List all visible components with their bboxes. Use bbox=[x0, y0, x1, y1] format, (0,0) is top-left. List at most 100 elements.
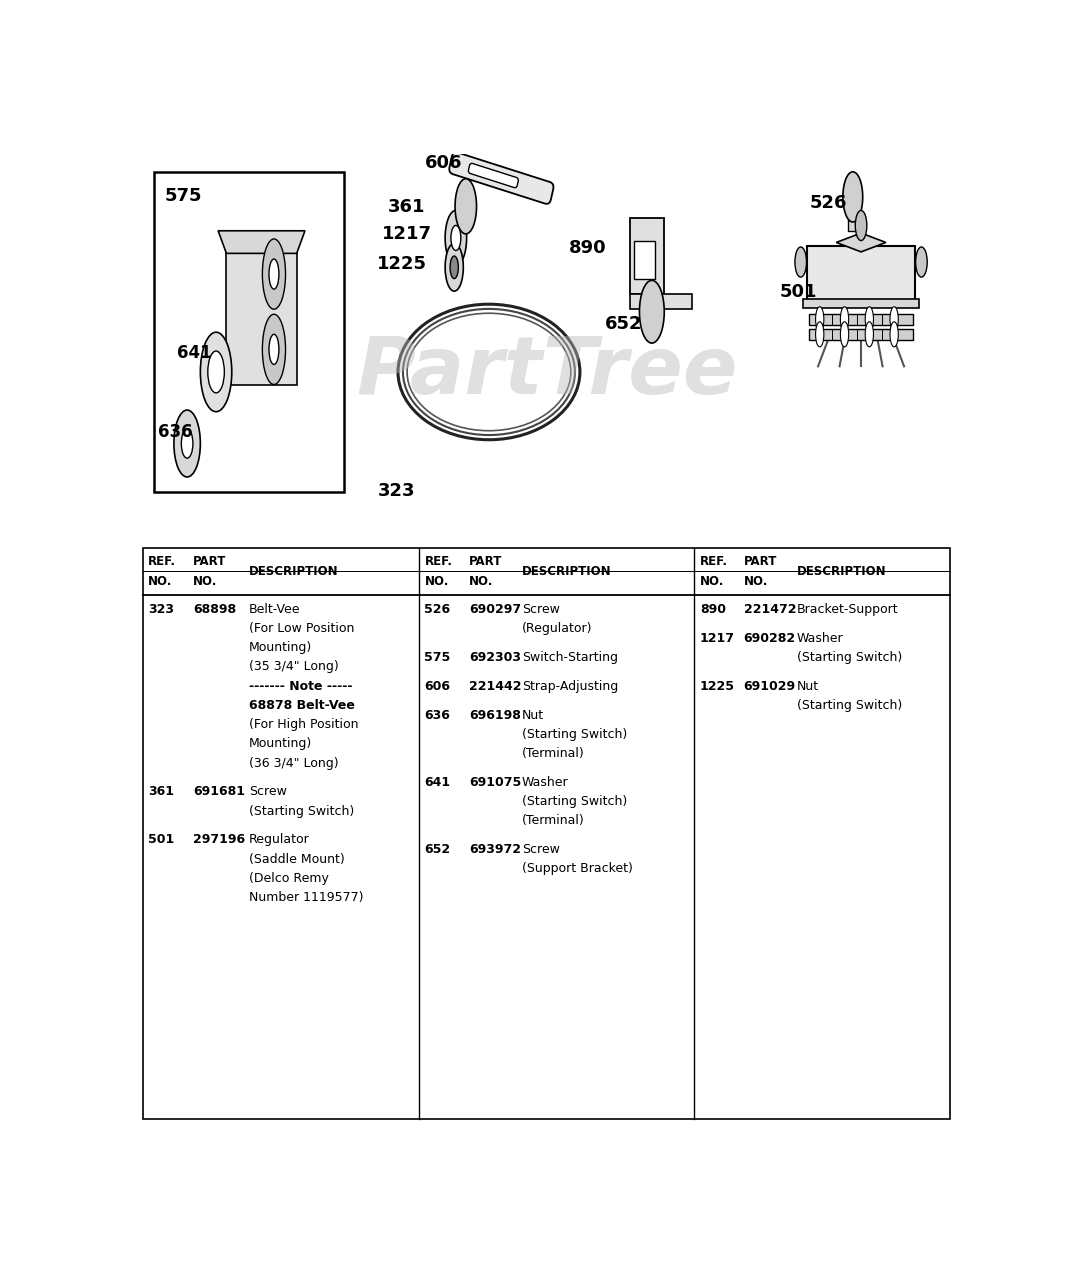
Ellipse shape bbox=[208, 351, 224, 393]
Text: 606: 606 bbox=[425, 680, 450, 692]
Ellipse shape bbox=[262, 314, 286, 384]
Text: NO.: NO. bbox=[744, 576, 768, 589]
Ellipse shape bbox=[445, 243, 463, 291]
Text: 636: 636 bbox=[158, 424, 193, 442]
Bar bbox=[460, 205, 472, 227]
FancyBboxPatch shape bbox=[449, 152, 554, 204]
Bar bbox=[143, 548, 951, 1120]
Ellipse shape bbox=[841, 321, 848, 347]
Text: NO.: NO. bbox=[469, 576, 493, 589]
Bar bbox=[226, 253, 297, 385]
Text: (Terminal): (Terminal) bbox=[522, 814, 585, 827]
Ellipse shape bbox=[841, 307, 848, 332]
Text: (Terminal): (Terminal) bbox=[522, 748, 585, 760]
Text: PartTree: PartTree bbox=[356, 333, 737, 411]
Text: 221442: 221442 bbox=[469, 680, 522, 692]
Ellipse shape bbox=[201, 333, 232, 412]
Text: 890: 890 bbox=[569, 239, 607, 257]
Text: 1217: 1217 bbox=[700, 631, 735, 645]
Text: 575: 575 bbox=[164, 187, 203, 206]
Text: 221472: 221472 bbox=[744, 603, 796, 616]
Text: 361: 361 bbox=[388, 198, 426, 216]
Bar bbox=[808, 246, 914, 305]
Ellipse shape bbox=[181, 429, 193, 458]
Text: Washer: Washer bbox=[797, 631, 843, 645]
Text: (Starting Switch): (Starting Switch) bbox=[797, 652, 902, 664]
Text: (Regulator): (Regulator) bbox=[522, 622, 592, 635]
Text: Screw: Screw bbox=[250, 786, 287, 799]
Text: 652: 652 bbox=[605, 315, 642, 333]
Polygon shape bbox=[837, 233, 886, 252]
Text: 690282: 690282 bbox=[744, 631, 796, 645]
Text: 501: 501 bbox=[780, 283, 817, 301]
Text: 890: 890 bbox=[700, 603, 726, 616]
Ellipse shape bbox=[450, 256, 459, 279]
Text: PART: PART bbox=[469, 554, 503, 567]
Text: 575: 575 bbox=[425, 652, 450, 664]
Ellipse shape bbox=[455, 179, 477, 234]
Text: 323: 323 bbox=[148, 603, 174, 616]
Text: (36 3/4" Long): (36 3/4" Long) bbox=[250, 756, 338, 769]
Text: 693972: 693972 bbox=[469, 844, 521, 856]
Text: 691075: 691075 bbox=[469, 776, 522, 788]
Ellipse shape bbox=[174, 410, 201, 477]
Ellipse shape bbox=[639, 280, 665, 343]
Text: Strap-Adjusting: Strap-Adjusting bbox=[522, 680, 618, 692]
Text: 501: 501 bbox=[148, 833, 175, 846]
Text: REF.: REF. bbox=[148, 554, 176, 567]
Text: NO.: NO. bbox=[148, 576, 173, 589]
Bar bbox=[809, 314, 913, 325]
Text: 690297: 690297 bbox=[469, 603, 522, 616]
Ellipse shape bbox=[815, 321, 824, 347]
Text: DESCRIPTION: DESCRIPTION bbox=[522, 564, 611, 579]
Ellipse shape bbox=[856, 210, 866, 241]
Text: Nut: Nut bbox=[522, 709, 544, 722]
Text: DESCRIPTION: DESCRIPTION bbox=[250, 564, 338, 579]
Text: 297196: 297196 bbox=[193, 833, 245, 846]
Text: 68878 Belt-Vee: 68878 Belt-Vee bbox=[250, 699, 355, 712]
Text: 68898: 68898 bbox=[193, 603, 236, 616]
Text: 1225: 1225 bbox=[700, 680, 735, 692]
Bar bbox=[634, 241, 655, 279]
Text: (Saddle Mount): (Saddle Mount) bbox=[250, 852, 345, 865]
Bar bbox=[809, 329, 913, 340]
Text: 361: 361 bbox=[148, 786, 174, 799]
Text: Mounting): Mounting) bbox=[250, 641, 313, 654]
Text: 1225: 1225 bbox=[378, 255, 427, 274]
Text: (For High Position: (For High Position bbox=[250, 718, 359, 731]
Bar bbox=[154, 173, 345, 493]
Text: 636: 636 bbox=[425, 709, 450, 722]
Text: NO.: NO. bbox=[700, 576, 724, 589]
Bar bbox=[848, 195, 858, 230]
Bar bbox=[646, 310, 658, 330]
Bar bbox=[630, 219, 664, 293]
Text: REF.: REF. bbox=[700, 554, 728, 567]
Text: (Support Bracket): (Support Bracket) bbox=[522, 863, 633, 876]
Text: Belt-Vee: Belt-Vee bbox=[250, 603, 301, 616]
FancyBboxPatch shape bbox=[468, 164, 519, 188]
Ellipse shape bbox=[890, 321, 898, 347]
Ellipse shape bbox=[445, 210, 466, 265]
Ellipse shape bbox=[890, 307, 898, 332]
Text: 323: 323 bbox=[378, 481, 415, 499]
Text: PART: PART bbox=[193, 554, 226, 567]
Ellipse shape bbox=[915, 247, 927, 276]
Text: 692303: 692303 bbox=[469, 652, 521, 664]
Text: Screw: Screw bbox=[522, 603, 560, 616]
Ellipse shape bbox=[843, 172, 863, 221]
Text: (Starting Switch): (Starting Switch) bbox=[522, 795, 627, 808]
Ellipse shape bbox=[262, 239, 286, 310]
Text: 691029: 691029 bbox=[744, 680, 796, 692]
Text: ------- Note -----: ------- Note ----- bbox=[250, 680, 353, 692]
Ellipse shape bbox=[865, 321, 874, 347]
Text: Switch-Starting: Switch-Starting bbox=[522, 652, 618, 664]
Text: (Starting Switch): (Starting Switch) bbox=[797, 699, 902, 712]
Text: 1217: 1217 bbox=[382, 225, 431, 243]
Text: Bracket-Support: Bracket-Support bbox=[797, 603, 898, 616]
Text: 641: 641 bbox=[177, 344, 212, 362]
Text: DESCRIPTION: DESCRIPTION bbox=[797, 564, 887, 579]
Ellipse shape bbox=[269, 259, 278, 289]
Text: (Starting Switch): (Starting Switch) bbox=[522, 728, 627, 741]
Text: Number 1119577): Number 1119577) bbox=[250, 891, 364, 904]
Ellipse shape bbox=[865, 307, 874, 332]
